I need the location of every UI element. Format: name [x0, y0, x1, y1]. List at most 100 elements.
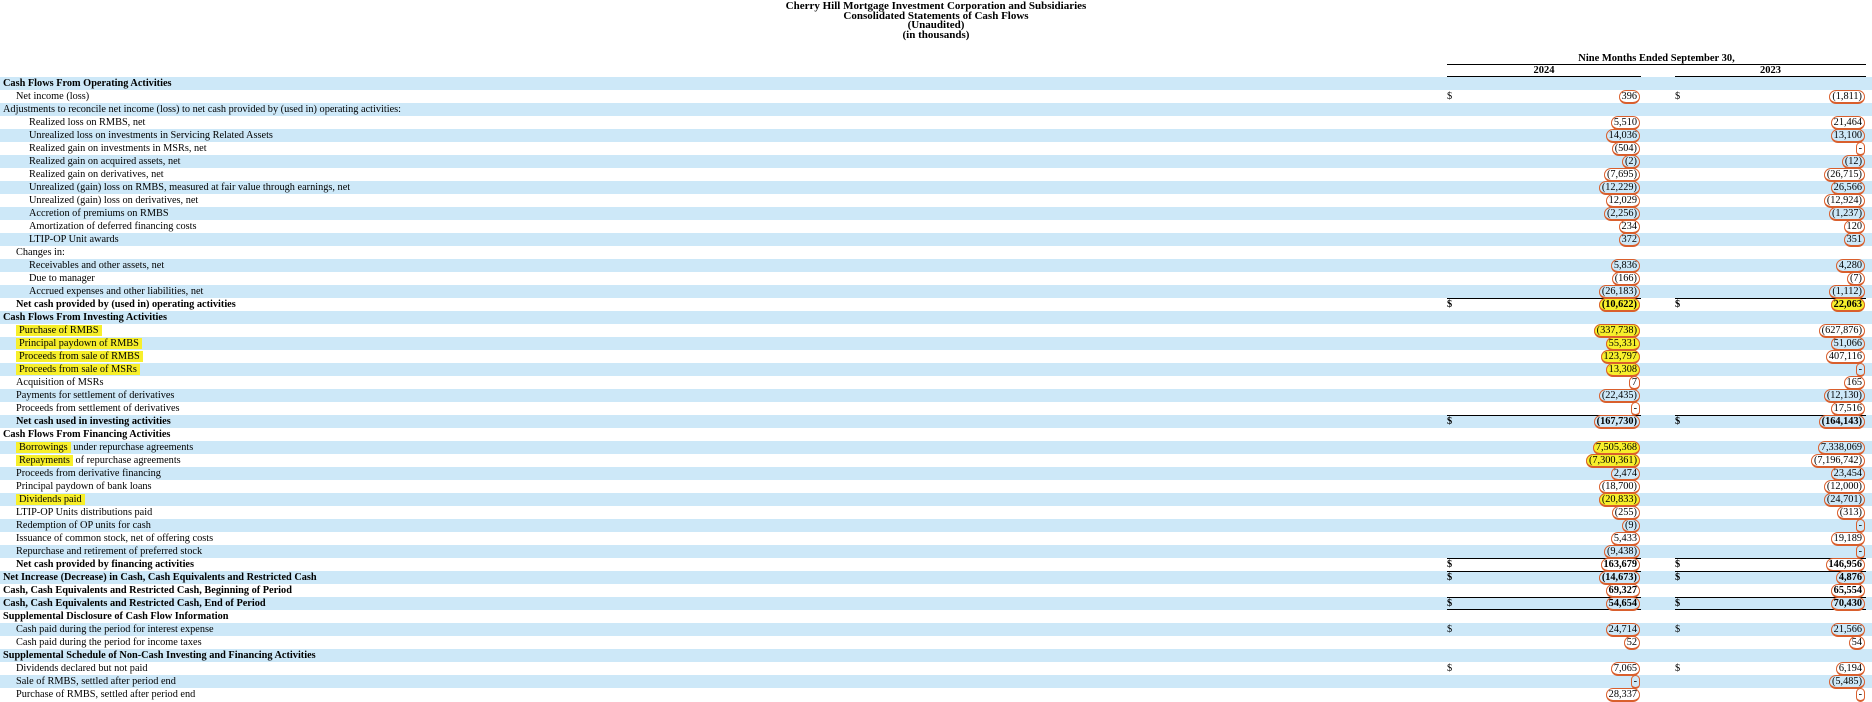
- value-2024: (9,438): [1462, 544, 1641, 559]
- row-label: Payments for settlement of derivatives: [16, 389, 175, 401]
- value-2024: 372: [1462, 232, 1641, 247]
- fact-value: (26,715): [1823, 167, 1865, 182]
- value-2023: -: [1690, 518, 1866, 533]
- fact-value: 351: [1843, 232, 1865, 247]
- row-label: Unrealized (gain) loss on derivatives, n…: [29, 194, 199, 206]
- fact-value: 407,116: [1825, 349, 1865, 364]
- value-2023: 4,876: [1690, 571, 1866, 586]
- fact-value: 4,876: [1835, 571, 1865, 586]
- fact-value: -: [1855, 687, 1865, 702]
- fact-value: (18,700): [1598, 479, 1640, 494]
- column-gap: [1641, 662, 1675, 675]
- value-2023: -: [1690, 362, 1866, 377]
- value-cell: (12,130): [1675, 388, 1866, 403]
- value-cell: (9,438): [1447, 544, 1641, 559]
- value-cell: [1675, 311, 1866, 324]
- row-label: Borrowings under repurchase agreements: [0, 441, 1447, 455]
- table-row: Cash, Cash Equivalents and Restricted Ca…: [0, 596, 1872, 611]
- fact-value: 17,516: [1830, 401, 1865, 416]
- column-gap: [1641, 454, 1675, 467]
- value-2024: 24,714: [1462, 622, 1641, 637]
- column-gap: [1641, 324, 1675, 337]
- value-cell: 7,338,069: [1675, 440, 1866, 455]
- dollar-sign: $: [1447, 597, 1453, 609]
- value-cell: 351: [1675, 232, 1866, 247]
- row-label: Receivables and other assets, net: [29, 259, 165, 271]
- fact-value: 5,433: [1610, 531, 1640, 546]
- value-2024: 7,065: [1462, 661, 1641, 676]
- row-label: Accrued expenses and other liabilities, …: [29, 285, 204, 297]
- column-gap: [1641, 610, 1675, 623]
- row-label: LTIP-OP Unit awards: [29, 233, 119, 245]
- row-label: Acquisition of MSRs: [16, 376, 104, 388]
- value-2023: 51,066: [1690, 336, 1866, 351]
- value-2024: (22,435): [1462, 388, 1641, 403]
- value-2023: (1,811): [1690, 89, 1866, 104]
- fact-value: (1,811): [1829, 89, 1865, 104]
- fact-value: 24,714: [1605, 622, 1640, 637]
- value-2023: 23,454: [1690, 466, 1866, 481]
- fact-value: 163,679: [1600, 558, 1640, 573]
- value-2024: (504): [1462, 141, 1641, 156]
- row-label: Dividends declared but not paid: [16, 662, 148, 674]
- highlighted-label: Repayments: [16, 454, 73, 466]
- value-cell: 28,337: [1447, 687, 1641, 702]
- column-gap: [1641, 220, 1675, 233]
- value-2024: 5,510: [1462, 115, 1641, 130]
- value-cell: (1,112): [1675, 284, 1866, 299]
- fact-value: -: [1855, 518, 1865, 533]
- value-cell: 26,566: [1675, 180, 1866, 195]
- row-label: Sale of RMBS, settled after period end: [16, 675, 176, 687]
- value-cell: $ (167,730): [1447, 415, 1641, 430]
- fact-value: (26,183): [1598, 284, 1640, 299]
- value-cell: 7,505,368: [1447, 440, 1641, 455]
- value-cell: 19,189: [1675, 531, 1866, 546]
- highlighted-label: Borrowings: [16, 441, 71, 453]
- row-label: Accretion of premiums on RMBS: [29, 207, 169, 219]
- table-row: Unrealized (gain) loss on RMBS, measured…: [0, 180, 1872, 195]
- value-cell: 69,327: [1447, 583, 1641, 598]
- fact-value: (2,256): [1603, 206, 1640, 221]
- dollar-sign: $: [1447, 662, 1453, 674]
- value-cell: (12,229): [1447, 180, 1641, 195]
- value-cell: (26,183): [1447, 284, 1641, 299]
- fact-value: 7,505,368: [1592, 440, 1640, 455]
- dollar-sign: $: [1447, 90, 1453, 102]
- fact-value: (7,300,361): [1585, 453, 1640, 468]
- value-2024: 396: [1462, 89, 1641, 104]
- value-2023: (627,876): [1690, 323, 1866, 338]
- value-cell: 52: [1447, 635, 1641, 650]
- table-row: Issuance of common stock, net of offerin…: [0, 531, 1872, 546]
- table-row: Redemption of OP units for cash (9) -: [0, 518, 1872, 533]
- value-cell: $21,566: [1675, 622, 1866, 637]
- row-label: Purchase of RMBS: [0, 324, 1447, 338]
- column-gap: [1641, 545, 1675, 558]
- column-gap: [1641, 428, 1675, 441]
- value-cell: -: [1675, 518, 1866, 533]
- fact-value: 28,337: [1605, 687, 1640, 702]
- value-cell: 12,029: [1447, 193, 1641, 208]
- value-2023: 21,464: [1690, 115, 1866, 130]
- row-label: LTIP-OP Units distributions paid: [16, 506, 153, 518]
- fact-value: 55,331: [1605, 336, 1640, 351]
- fact-value: (12,924): [1823, 193, 1865, 208]
- value-2023: (12): [1690, 154, 1866, 169]
- fact-value: 13,100: [1830, 128, 1865, 143]
- row-label: Cash Flows From Investing Activities: [3, 311, 167, 323]
- table-row: LTIP-OP Unit awards 372 351: [0, 232, 1872, 247]
- row-label: Cash paid during the period for income t…: [16, 636, 202, 648]
- value-cell: 14,036: [1447, 128, 1641, 143]
- value-2024: (7,300,361): [1462, 453, 1641, 468]
- value-2024: 54,654: [1462, 596, 1641, 611]
- row-label: Net income (loss): [16, 90, 90, 102]
- fact-value: (627,876): [1818, 323, 1865, 338]
- value-2024: (7,695): [1462, 167, 1641, 182]
- row-label: Realized gain on investments in MSRs, ne…: [29, 142, 207, 154]
- fact-value: (12,130): [1823, 388, 1865, 403]
- column-gap: [1641, 90, 1675, 103]
- value-2023: 70,430: [1690, 596, 1866, 611]
- value-cell: [1675, 610, 1866, 623]
- column-gap: [1641, 259, 1675, 272]
- highlighted-label: Proceeds from sale of RMBS: [16, 350, 143, 362]
- value-cell: 407,116: [1675, 349, 1866, 364]
